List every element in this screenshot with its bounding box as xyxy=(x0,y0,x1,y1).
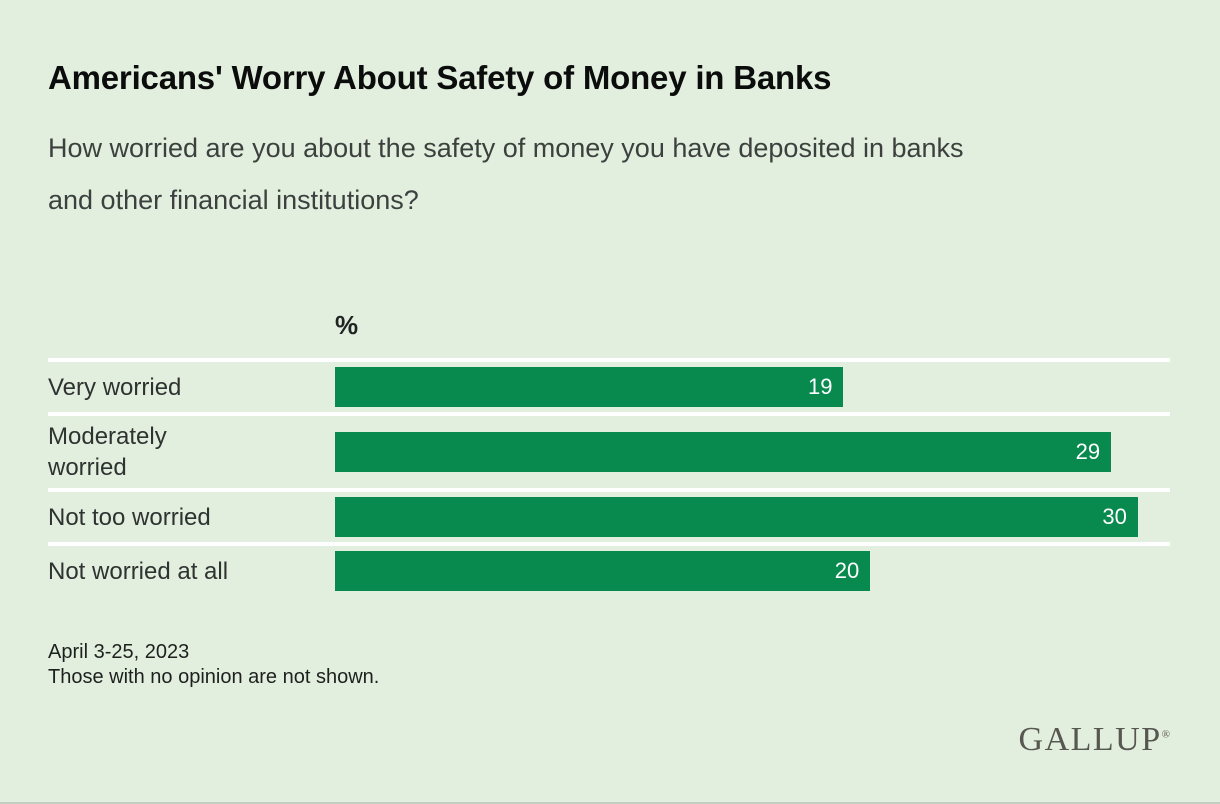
bar-not-too-worried: 30 xyxy=(335,497,1138,537)
percent-axis-label: % xyxy=(335,310,359,340)
gallup-logo-text: GALLUP xyxy=(1018,721,1162,759)
registered-mark-icon: ® xyxy=(1161,729,1170,741)
value-label: 20 xyxy=(834,558,860,583)
bar-chart: Very worried 19 Moderately worried 29 Not to… xyxy=(48,358,1170,596)
chart-subtitle: How worried are you about the safety of … xyxy=(48,133,964,215)
chart-row-moderately-worried: Moderately worried 29 xyxy=(48,412,1170,488)
bar-track: 29 xyxy=(335,432,1170,472)
category-label-not-too-worried: Not too worried xyxy=(48,503,211,531)
chart-row-very-worried: Very worried 19 xyxy=(48,358,1170,412)
bar-very-worried: 19 xyxy=(335,367,844,407)
bar-moderately-worried: 29 xyxy=(335,432,1112,472)
survey-date: April 3-25, 2023 xyxy=(48,641,190,663)
bar-track: 30 xyxy=(335,497,1170,537)
axis-header-row: % xyxy=(48,310,1170,340)
chart-row-not-worried-at-all: Not worried at all 20 xyxy=(48,542,1170,596)
chart-title: Americans' Worry About Safety of Money i… xyxy=(48,59,832,96)
category-label-not-worried-at-all: Not worried at all xyxy=(48,557,229,585)
category-label-very-worried: Very worried xyxy=(48,373,182,401)
value-label: 19 xyxy=(808,374,833,399)
value-label: 29 xyxy=(1075,439,1101,464)
gallup-logo: GALLUP® xyxy=(1019,721,1170,758)
bar-not-worried-at-all: 20 xyxy=(335,551,871,591)
branding-row: GALLUP® xyxy=(48,718,1170,757)
bar-track: 19 xyxy=(335,367,1170,407)
category-label-moderately-worried: Moderately worried xyxy=(48,423,167,481)
value-label: 30 xyxy=(1102,504,1127,529)
bar-track: 20 xyxy=(335,551,1170,591)
chart-footnotes: April 3-25, 2023 Those with no opinion a… xyxy=(48,640,1170,690)
chart-row-not-too-worried: Not too worried 30 xyxy=(48,488,1170,542)
footnote: Those with no opinion are not shown. xyxy=(48,666,380,688)
